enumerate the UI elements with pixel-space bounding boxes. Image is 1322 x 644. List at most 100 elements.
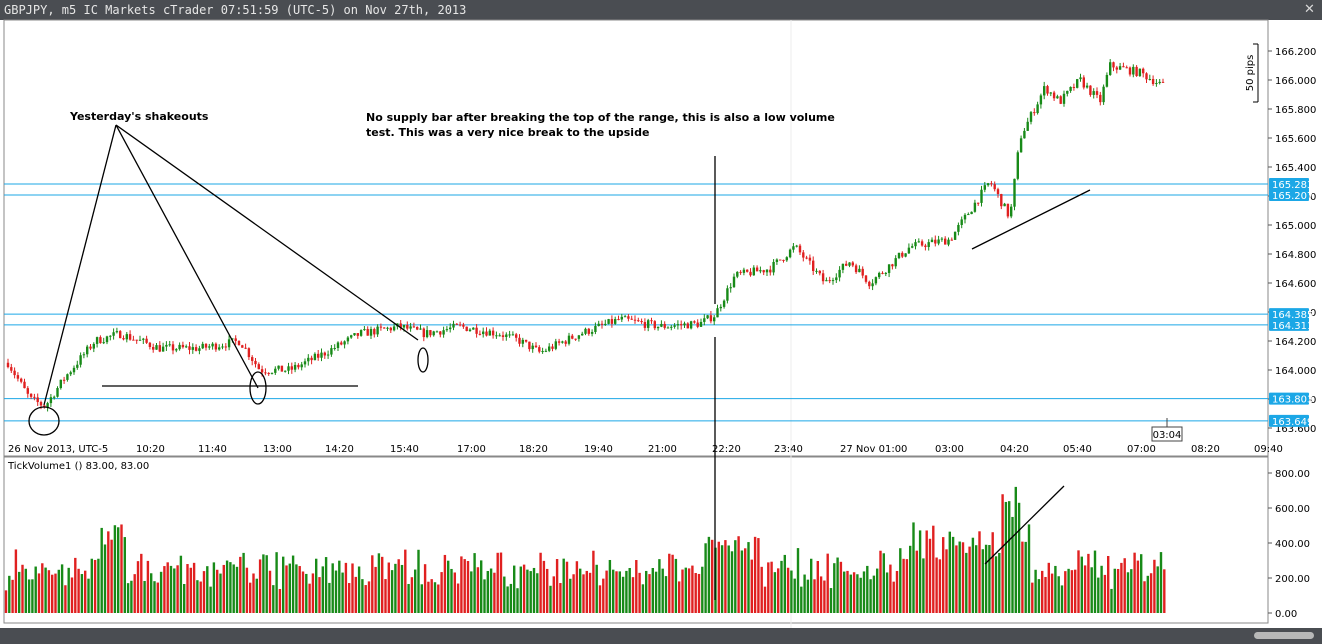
volume-bar bbox=[1140, 554, 1143, 613]
candle-body bbox=[412, 326, 416, 328]
candle-body bbox=[472, 327, 475, 330]
candle-body bbox=[247, 348, 251, 358]
volume-bar bbox=[351, 563, 354, 613]
time-tick-label: 08:20 bbox=[1191, 444, 1220, 455]
volume-bar bbox=[1083, 565, 1087, 613]
volume-bar bbox=[1021, 541, 1024, 613]
candle-body bbox=[696, 322, 699, 327]
candle-body bbox=[927, 242, 930, 248]
volume-bar bbox=[971, 537, 975, 613]
volume-bar bbox=[427, 581, 430, 613]
volume-bar bbox=[21, 564, 24, 613]
candle-body bbox=[627, 316, 630, 319]
volume-bar bbox=[150, 573, 153, 613]
volume-bar bbox=[800, 586, 803, 613]
volume-bar bbox=[107, 531, 110, 613]
candle-body bbox=[656, 326, 660, 329]
volume-bar bbox=[542, 560, 546, 613]
volume-bar bbox=[225, 560, 229, 613]
volume-bar bbox=[496, 552, 499, 613]
candle-body bbox=[980, 189, 983, 203]
candle-body bbox=[765, 269, 769, 273]
volume-bar bbox=[192, 562, 196, 613]
candle-body bbox=[237, 340, 241, 346]
candle-body bbox=[719, 306, 722, 309]
volume-bar bbox=[430, 579, 433, 613]
volume-bar bbox=[707, 536, 711, 613]
volume-bar bbox=[691, 565, 694, 613]
volume-bar bbox=[84, 570, 87, 613]
volume-bar bbox=[892, 581, 895, 613]
time-tick-label: 09:40 bbox=[1254, 444, 1283, 455]
volume-bar bbox=[536, 573, 539, 613]
horizontal-scrollbar[interactable] bbox=[1254, 632, 1314, 639]
volume-bar bbox=[1103, 574, 1107, 613]
candle-body bbox=[864, 275, 868, 282]
volume-bar bbox=[932, 525, 935, 613]
time-tick-label: 19:40 bbox=[584, 444, 613, 455]
candle-body bbox=[769, 269, 772, 273]
candle-body bbox=[600, 323, 604, 325]
level-badge bbox=[1269, 177, 1309, 190]
candle-body bbox=[224, 346, 227, 348]
volume-bar bbox=[1113, 568, 1116, 613]
chart-canvas[interactable]: 166.200 166.000 165.800 165.600 165.400 165.2… bbox=[0, 0, 1322, 628]
candle-body bbox=[732, 276, 736, 288]
volume-bar bbox=[169, 565, 173, 613]
candle-body bbox=[326, 354, 330, 356]
volume-bar bbox=[988, 545, 991, 613]
volume-bar bbox=[882, 553, 885, 613]
candle-body bbox=[1066, 90, 1069, 94]
volume-bar bbox=[585, 570, 588, 613]
volume-bar bbox=[460, 556, 463, 613]
volume-bar bbox=[955, 545, 958, 613]
candle-body bbox=[623, 316, 627, 318]
candle-body bbox=[699, 321, 703, 327]
volume-bar bbox=[153, 581, 156, 613]
candle-body bbox=[508, 334, 511, 336]
candle-body bbox=[389, 327, 392, 331]
candle-body bbox=[802, 252, 805, 258]
candle-body bbox=[435, 331, 439, 333]
candle-body bbox=[957, 224, 960, 232]
candle-body bbox=[983, 185, 986, 190]
candle-body bbox=[274, 368, 277, 373]
candle-body bbox=[907, 247, 911, 254]
candle-body bbox=[917, 241, 920, 243]
candle-body bbox=[36, 397, 39, 403]
volume-bar bbox=[483, 579, 486, 613]
volume-bar bbox=[433, 582, 437, 613]
volume-bar bbox=[833, 563, 836, 613]
candle-body bbox=[874, 277, 878, 284]
level-badge bbox=[1269, 308, 1309, 321]
volume-bar bbox=[364, 585, 367, 613]
time-tick-label: 17:00 bbox=[457, 444, 486, 455]
volume-bar bbox=[80, 574, 84, 613]
volume-bar bbox=[750, 559, 753, 613]
volume-bar bbox=[687, 568, 691, 613]
volume-bar bbox=[701, 566, 704, 613]
volume-bar bbox=[793, 578, 796, 613]
volume-bar bbox=[915, 550, 918, 613]
volume-bar bbox=[136, 561, 140, 613]
close-icon[interactable]: ✕ bbox=[1304, 2, 1315, 17]
volume-bar bbox=[1146, 575, 1149, 613]
candle-body bbox=[330, 348, 333, 355]
volume-bar bbox=[744, 548, 747, 613]
volume-bar bbox=[11, 579, 14, 613]
level-badge bbox=[1269, 188, 1309, 201]
volume-bar bbox=[918, 530, 922, 613]
volume-bar bbox=[235, 566, 239, 613]
candle-body bbox=[736, 271, 739, 277]
volume-bar bbox=[245, 567, 249, 613]
volume-bar bbox=[470, 571, 473, 613]
volume-bar bbox=[555, 559, 559, 613]
candle-body bbox=[155, 345, 158, 350]
volume-bar bbox=[625, 570, 628, 613]
candle-body bbox=[343, 341, 346, 345]
candle-body bbox=[346, 337, 350, 342]
volume-bar bbox=[638, 572, 641, 613]
countdown-text: 03:04 bbox=[1153, 430, 1182, 441]
candle-body bbox=[465, 326, 468, 332]
